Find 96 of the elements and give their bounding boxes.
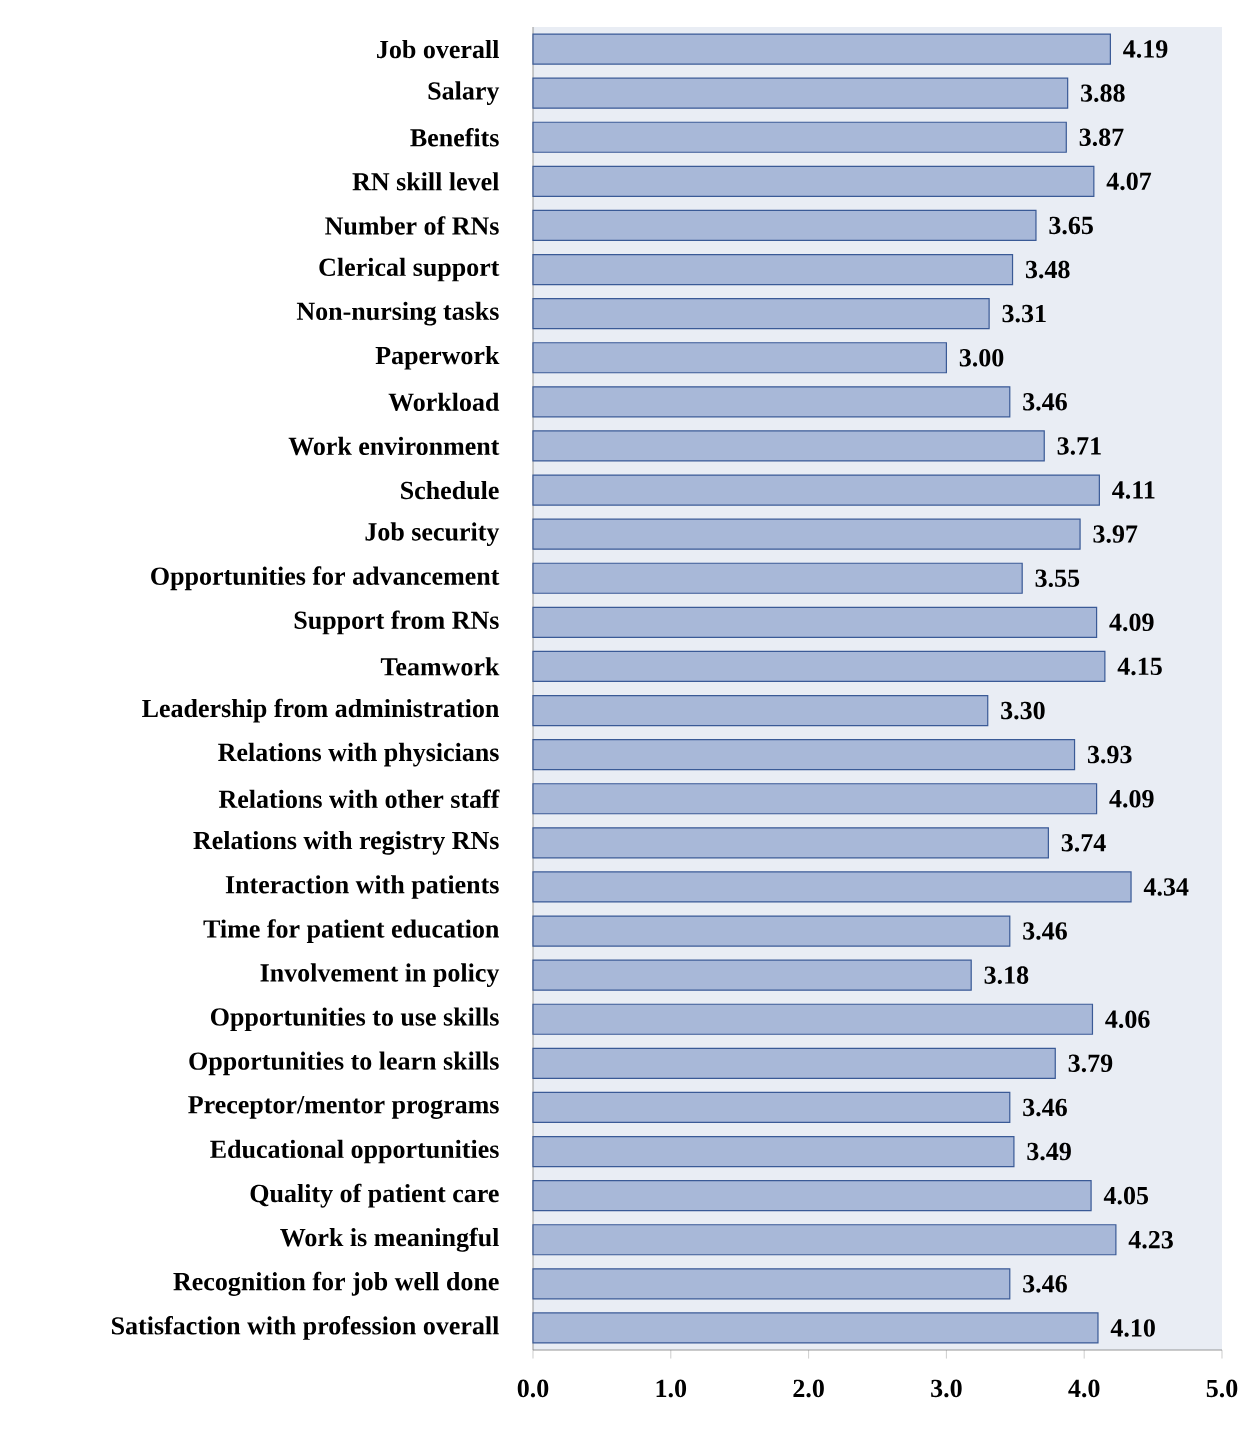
data-label: 3.88: [1081, 84, 1125, 102]
data-label: 4.09: [1109, 789, 1154, 808]
bar: [532, 474, 1100, 506]
bar: [532, 739, 1076, 771]
y-tick-label: Satisfaction with profession overall: [111, 1316, 499, 1340]
data-label: 3.46: [1023, 1098, 1067, 1117]
y-tick-label: Job overall: [377, 39, 499, 59]
bar: [532, 253, 1014, 286]
data-label: 3.49: [1027, 1142, 1071, 1161]
data-label: 4.06: [1105, 1010, 1150, 1029]
y-tick-label: Benefits: [410, 127, 499, 147]
y-tick-label: Non-nursing tasks: [296, 301, 499, 326]
bar: [532, 33, 1111, 65]
bar: [532, 1091, 1011, 1124]
x-tick-label: 4.0: [1068, 1379, 1100, 1398]
data-label: 4.34: [1143, 878, 1189, 896]
bar: [532, 650, 1106, 683]
bar: [532, 694, 989, 727]
data-label: 4.19: [1123, 40, 1168, 58]
data-label: 3.93: [1087, 745, 1132, 764]
y-tick-label: Opportunities for advancement: [151, 566, 500, 591]
y-tick-label: Work environment: [288, 436, 500, 456]
y-tick-label: Preceptor/mentor programs: [188, 1096, 499, 1119]
y-tick-label: Interaction with patients: [225, 875, 499, 899]
bar: [532, 1047, 1056, 1079]
bar: [532, 430, 1045, 462]
bar: [532, 121, 1067, 153]
data-label: 3.48: [1025, 260, 1070, 279]
data-label: 3.65: [1049, 216, 1093, 235]
y-tick-label: Relations with physicians: [218, 742, 499, 767]
bar: [532, 562, 1023, 594]
data-label: 3.46: [1023, 922, 1067, 940]
y-tick-label: Opportunities to use skills: [210, 1007, 499, 1032]
data-label: 3.74: [1061, 834, 1106, 852]
y-tick-label: Paperwork: [375, 345, 500, 370]
data-label: 4.05: [1103, 1186, 1149, 1205]
data-label: 4.10: [1110, 1319, 1155, 1337]
bar: [532, 518, 1081, 550]
data-label: 3.55: [1035, 569, 1080, 588]
data-label: 3.18: [984, 966, 1029, 984]
bar: [532, 1003, 1094, 1035]
y-tick-label: Quality of patient care: [250, 1183, 499, 1208]
y-tick-label: Support from RNs: [294, 610, 499, 635]
x-tick-label: 2.0: [793, 1379, 824, 1398]
y-tick-label: Relations with registry RNs: [193, 830, 499, 855]
bar: [532, 871, 1132, 903]
y-tick-label: Work is meaningful: [280, 1227, 499, 1252]
bar: [532, 915, 1011, 947]
bar: [532, 165, 1095, 197]
y-tick-label: RN skill level: [352, 172, 499, 191]
data-label: 4.23: [1128, 1230, 1173, 1249]
data-label: 3.71: [1057, 437, 1101, 455]
x-tick-label: 3.0: [931, 1379, 962, 1398]
y-tick-label: Clerical support: [319, 257, 500, 282]
bar: [532, 783, 1098, 815]
bar: [532, 386, 1011, 418]
x-tick-label: 1.0: [656, 1379, 687, 1398]
data-label: 3.00: [959, 348, 1004, 367]
bar: [532, 342, 947, 374]
y-tick-label: Teamwork: [380, 657, 500, 676]
data-label: 3.87: [1079, 128, 1124, 147]
x-tick-label: 0.0: [517, 1379, 549, 1398]
y-tick-label: Opportunities to learn skills: [189, 1051, 499, 1076]
bar: [532, 606, 1098, 638]
data-label: 3.46: [1023, 1275, 1067, 1293]
bar: [532, 959, 972, 991]
y-tick-label: Number of RNs: [325, 216, 499, 235]
data-label: 3.30: [1001, 701, 1045, 720]
x-tick-label: 5.0: [1206, 1379, 1238, 1398]
y-tick-label: Time for patient education: [203, 919, 500, 943]
bar: [532, 1224, 1117, 1256]
bar: [532, 298, 990, 330]
data-label: 4.09: [1109, 613, 1154, 632]
y-tick-label: Workload: [388, 392, 500, 412]
y-tick-label: Salary: [428, 81, 500, 105]
data-label: 4.15: [1117, 657, 1162, 676]
data-label: 3.31: [1002, 304, 1046, 323]
data-label: 3.97: [1093, 525, 1138, 543]
bar: [532, 77, 1069, 109]
y-tick-label: Recognition for job well done: [173, 1271, 499, 1296]
y-tick-label: Leadership from administration: [142, 698, 499, 723]
bar: [532, 209, 1037, 242]
data-label: 3.79: [1068, 1054, 1113, 1073]
bar: [532, 1135, 1015, 1168]
data-label: 3.46: [1023, 393, 1067, 411]
y-tick-label: Job security: [365, 522, 500, 546]
y-tick-label: Educational opportunities: [210, 1139, 499, 1164]
bar: [532, 1312, 1099, 1344]
y-tick-label: Schedule: [401, 480, 499, 500]
data-label: 4.07: [1106, 172, 1152, 191]
y-tick-label: Relations with other staff: [218, 789, 500, 809]
bar: [532, 1268, 1011, 1300]
data-label: 4.11: [1112, 481, 1155, 499]
y-tick-label: Involvement in policy: [260, 963, 500, 987]
bar: [532, 1180, 1092, 1212]
bar: [532, 827, 1049, 859]
